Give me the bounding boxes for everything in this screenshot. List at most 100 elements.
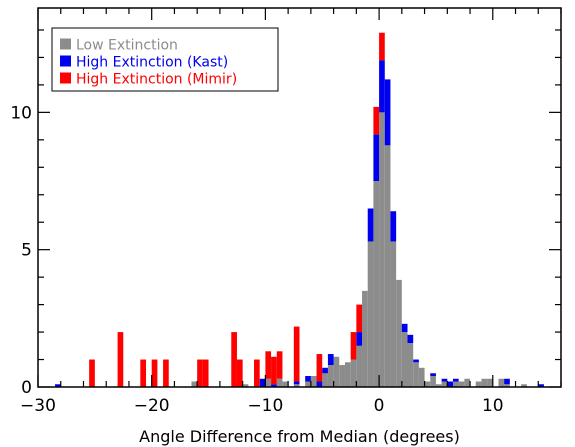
bar-s0-30 [452,381,459,387]
bar-s0-4 [282,381,289,387]
bar-s0-18 [379,112,385,388]
bar-s1-9 [367,208,374,242]
bar-s2-14 [316,354,323,382]
bar-s0-22 [401,332,408,387]
bar-s2-7 [231,332,237,387]
y-tick-label: 0 [21,378,32,398]
bar-s0-31 [458,381,465,387]
bar-s0-7 [310,376,317,387]
bar-s1-6 [322,367,328,374]
bar-s0-25 [418,367,425,387]
bar-s2-13 [293,326,300,382]
bar-s0-16 [367,241,374,387]
legend-box [51,27,279,92]
bar-s2-15 [350,332,357,360]
bar-s1-18 [441,378,448,382]
bar-s0-8 [322,373,328,387]
bar-s0-10 [333,356,340,387]
bar-s0-35 [487,378,493,387]
bar-s2-18 [379,32,385,61]
bar-s0-5 [293,384,300,387]
bar-s0-17 [373,181,380,387]
bar-s1-4 [305,376,311,382]
bar-s0-37 [504,384,510,387]
bar-s0-28 [435,384,442,387]
bar-s0-14 [356,345,363,387]
x-tick-label: −30 [20,396,56,416]
bar-s0-9 [327,365,334,387]
bar-s0-1 [242,384,249,387]
bar-s2-1 [117,332,124,387]
bar-s2-10 [265,351,272,379]
legend-swatch [60,72,71,84]
tick-labels: −30 −20 −10 0 10 0 5 10 [10,103,503,416]
axis-ticks [37,8,562,388]
bar-s1-1 [259,378,266,387]
bar-s0-19 [384,145,391,387]
bar-s2-4 [163,359,169,387]
bar-s1-13 [390,211,397,242]
bar-s1-2 [271,384,277,387]
x-tick-label: 0 [374,396,385,416]
bar-s0-20 [390,241,397,387]
bar-s2-9 [254,359,260,387]
bar-s2-0 [89,359,95,387]
legend-swatch [60,55,71,67]
y-tick-label: 10 [10,103,32,123]
bar-s0-26 [424,381,431,387]
bar-s0-13 [350,359,357,387]
bar-s0-29 [441,381,448,387]
bar-s0-38 [521,384,527,387]
bar-s1-16 [413,359,419,363]
bar-s0-3 [276,378,283,387]
bar-s2-16 [356,304,363,333]
x-tick-label: 10 [482,396,504,416]
bar-s0-12 [344,362,351,387]
bar-s2-11 [271,356,277,385]
bar-s2-17 [373,106,380,135]
x-tick-label: −20 [134,396,170,416]
bar-s1-14 [401,323,408,333]
bar-s0-24 [413,362,419,387]
bar-s1-17 [430,373,436,377]
bar-s2-3 [151,359,158,387]
bar-s0-0 [191,381,198,387]
bar-s1-20 [452,378,459,382]
y-tick-label: 5 [21,241,32,261]
bar-s0-6 [305,381,311,387]
bar-s0-21 [396,279,402,387]
bar-s2-12 [276,351,283,379]
bar-s2-6 [202,359,209,387]
bar-s1-0 [55,384,61,387]
bar-s2-2 [140,359,147,387]
bar-s1-12 [384,79,391,146]
bar-s0-11 [339,365,345,387]
histogram-bars [55,32,544,388]
bar-s0-2 [265,378,272,387]
bar-s1-22 [538,384,544,387]
bar-s0-32 [464,378,471,387]
bar-s1-11 [379,60,385,113]
legend-label: High Extinction (Kast) [76,55,228,71]
bar-s1-19 [447,381,453,387]
bar-s0-36 [498,378,505,387]
bar-s1-15 [407,334,414,344]
bar-s0-15 [362,290,368,387]
x-axis-label: Angle Difference from Median (degrees) [139,427,460,446]
bar-s2-5 [197,359,203,387]
legend-swatch [60,38,71,50]
bar-s1-21 [504,378,510,385]
bar-s0-27 [430,376,436,387]
plot-frame [37,7,562,388]
bar-s1-7 [327,354,334,366]
bar-s1-5 [316,381,323,387]
bar-s0-23 [407,343,414,387]
bar-s1-10 [373,134,380,182]
bar-s2-8 [236,359,243,387]
x-tick-label: −10 [247,396,283,416]
legend-label: High Extinction (Mimir) [76,72,237,88]
bar-s1-8 [356,332,363,346]
bar-s0-33 [475,381,482,387]
